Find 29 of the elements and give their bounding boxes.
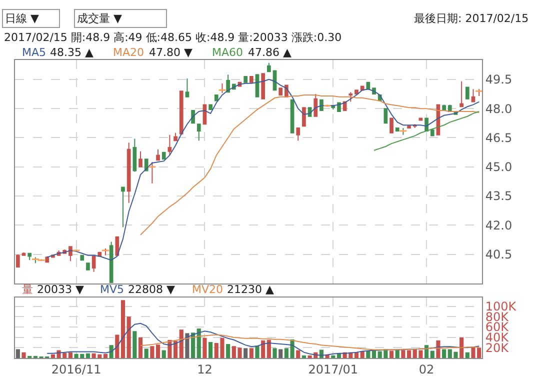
text: 47.80 ▼ (149, 46, 193, 59)
y-tick-label: 42.0 (485, 218, 512, 232)
x-tick-label: 02 (418, 362, 434, 376)
text: MV5 (100, 283, 124, 296)
text: 2017/02/15 開:48.9 高:49 低:48.65 收:48.9 量:20033 漲跌:0.30 (4, 31, 342, 44)
text: 日線 ▼ (5, 12, 40, 25)
text: MA60 (212, 46, 244, 59)
y-tick-label: 48.0 (485, 102, 512, 116)
text: 48.35 ▲ (50, 46, 94, 59)
x-tick-label: 2017/01 (308, 362, 358, 376)
text: MA20 (113, 46, 144, 59)
y-tick-label: 100K (485, 299, 518, 314)
y-tick-label: 49.5 (485, 72, 512, 87)
y-tick-label: 40.5 (485, 248, 512, 262)
annotation: 21230 ▲ (227, 283, 274, 296)
text: 成交量 ▼ (77, 12, 122, 25)
annotation: 22808 ▼ (128, 283, 176, 296)
y-tick-label: 20K (485, 340, 510, 355)
x-tick-label: 2016/11 (51, 362, 102, 376)
text: 47.86 ▲ (248, 46, 292, 59)
annotation: 20033 ▼ (37, 283, 84, 296)
y-tick-label: 45.0 (485, 160, 512, 174)
x-tick-label: 12 (197, 362, 212, 376)
text: MA5 (22, 46, 46, 59)
text: MV20 (192, 283, 224, 296)
text: 量 (22, 283, 33, 296)
y-tick-label: 46.5 (485, 130, 512, 145)
text: 最後日期: 2017/02/15 (414, 12, 529, 25)
y-tick-label: 43.5 (485, 189, 512, 204)
